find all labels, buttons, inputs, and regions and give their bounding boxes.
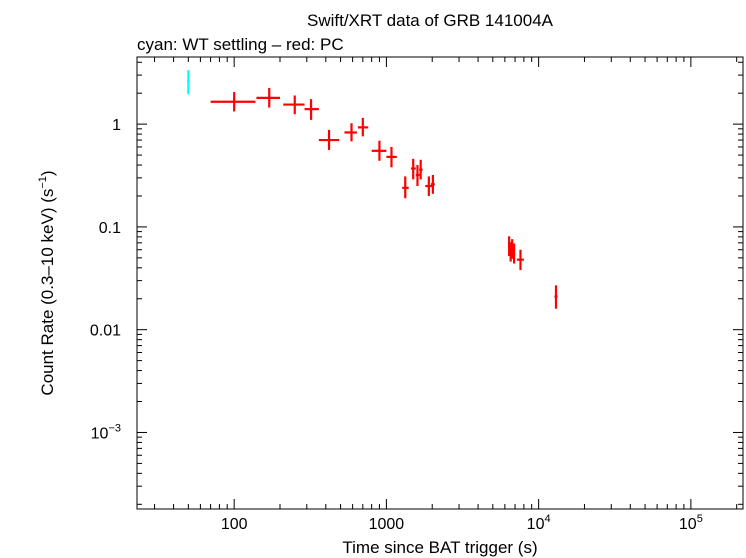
data-point	[415, 165, 420, 187]
x-axis-ticks: 100 1000 104 105	[154, 57, 738, 533]
data-point	[511, 239, 514, 259]
data-point	[304, 99, 319, 120]
x-tick-label: 104	[527, 513, 551, 533]
data-point	[513, 243, 516, 264]
chart-subtitle: cyan: WT settling – red: PC	[137, 35, 344, 54]
y-axis-label: Count Rate (0.3–10 keV) (s−1)	[37, 170, 57, 395]
data-point	[357, 117, 369, 137]
data-point	[371, 140, 387, 161]
data-point	[410, 158, 416, 180]
y-axis-label-exponent: −1	[37, 176, 49, 189]
data-point	[344, 123, 357, 142]
data-point	[430, 174, 435, 194]
y-tick-label: 0.1	[99, 220, 121, 237]
y-axis-label-main: Count Rate (0.3–10 keV) (s	[38, 189, 57, 396]
data-point	[516, 249, 524, 271]
data-point	[283, 95, 305, 115]
plot-frame	[136, 56, 744, 510]
y-tick-label: 10−3	[91, 422, 121, 442]
data-points	[187, 70, 558, 309]
data-point	[402, 176, 409, 199]
data-point	[210, 92, 256, 112]
y-axis-ticks: 1 0.1 0.01 10−3	[90, 61, 743, 505]
y-axis-label-close: )	[38, 170, 57, 176]
data-point	[318, 129, 340, 151]
x-axis-label: Time since BAT trigger (s)	[342, 538, 537, 557]
data-point	[386, 146, 397, 168]
data-point	[425, 176, 433, 196]
x-tick-label: 1000	[369, 516, 405, 533]
y-tick-label: 1	[112, 117, 121, 134]
data-point	[554, 285, 558, 309]
data-point	[419, 159, 423, 180]
data-point	[256, 87, 280, 108]
chart-title: Swift/XRT data of GRB 141004A	[307, 11, 554, 30]
y-tick-label: 0.01	[90, 323, 121, 340]
x-tick-label: 100	[221, 516, 248, 533]
x-tick-label: 105	[679, 513, 703, 533]
data-point	[187, 70, 190, 95]
